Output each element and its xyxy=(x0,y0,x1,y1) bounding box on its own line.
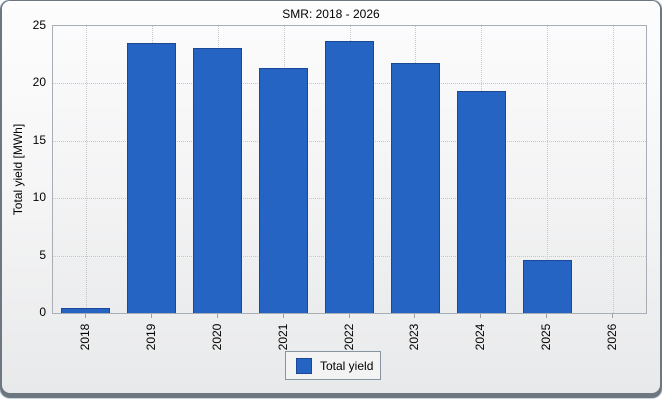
x-tick-label-2025: 2025 xyxy=(539,323,553,351)
chart-title: SMR: 2018 - 2026 xyxy=(282,7,380,21)
x-tick-mark xyxy=(612,314,613,318)
v-gridline xyxy=(86,26,87,313)
x-tick-label-2020: 2020 xyxy=(210,323,224,351)
y-tick-label-20: 20 xyxy=(32,75,46,89)
y-tick-label-0: 0 xyxy=(39,305,46,319)
bar-2019 xyxy=(127,43,176,313)
x-tick-label-2026: 2026 xyxy=(605,323,619,351)
bar-2025 xyxy=(523,260,572,313)
y-tick-label-25: 25 xyxy=(32,18,46,32)
v-gridline xyxy=(547,26,548,313)
bar-2020 xyxy=(193,48,242,313)
x-tick-mark xyxy=(414,314,415,318)
x-tick-label-2018: 2018 xyxy=(78,323,92,351)
x-tick-mark xyxy=(85,314,86,318)
bar-2021 xyxy=(259,68,308,313)
bar-2023 xyxy=(391,63,440,313)
legend-swatch-icon xyxy=(296,357,312,374)
v-gridline xyxy=(613,26,614,313)
y-tick-label-15: 15 xyxy=(32,133,46,147)
legend-label: Total yield xyxy=(320,358,374,373)
y-tick-label-5: 5 xyxy=(39,248,46,262)
x-tick-mark xyxy=(480,314,481,318)
legend: Total yield xyxy=(285,351,381,380)
x-tick-label-2019: 2019 xyxy=(144,323,158,351)
bar-2018 xyxy=(61,308,110,313)
x-tick-label-2024: 2024 xyxy=(473,323,487,351)
y-axis-title: Total yield [MWh] xyxy=(11,123,25,216)
x-tick-mark xyxy=(546,314,547,318)
x-tick-mark xyxy=(151,314,152,318)
x-tick-mark xyxy=(283,314,284,318)
bar-2024 xyxy=(457,91,506,313)
x-tick-mark xyxy=(217,314,218,318)
y-tick-label-10: 10 xyxy=(32,190,46,204)
bar-2022 xyxy=(325,41,374,313)
chart-window: SMR: 2018 - 2026 Total yield [MWh] 0 5 10 1… xyxy=(2,1,660,393)
plot-area xyxy=(52,25,647,314)
x-tick-label-2023: 2023 xyxy=(407,323,421,351)
x-tick-mark xyxy=(349,314,350,318)
